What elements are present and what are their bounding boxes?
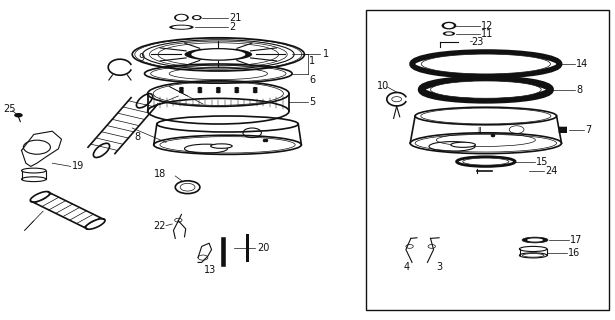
Circle shape [234,91,239,93]
Circle shape [192,15,202,20]
Text: 11: 11 [481,28,493,39]
Ellipse shape [445,32,453,35]
Text: 9: 9 [138,52,145,63]
Circle shape [179,87,184,89]
Text: 10: 10 [377,81,389,92]
Circle shape [179,91,184,93]
Text: 1: 1 [323,49,330,60]
Text: 2: 2 [229,22,235,32]
Text: 21: 21 [229,12,241,23]
Bar [221,237,226,267]
Circle shape [253,91,258,93]
Ellipse shape [430,81,541,98]
Ellipse shape [527,238,543,242]
Circle shape [197,91,202,93]
Text: 23: 23 [472,36,484,47]
Text: 6: 6 [309,75,315,85]
Circle shape [176,15,187,20]
Ellipse shape [451,142,475,147]
Circle shape [174,14,189,21]
Text: 8: 8 [576,84,582,95]
Text: 16: 16 [568,248,581,258]
Text: 8: 8 [134,132,140,142]
Text: 14: 14 [576,59,589,69]
Circle shape [253,87,258,89]
Circle shape [197,87,202,89]
Circle shape [253,89,258,91]
Bar [558,126,567,133]
Ellipse shape [169,25,194,30]
Ellipse shape [191,49,245,60]
Circle shape [216,87,221,89]
Text: 3: 3 [437,261,443,272]
Circle shape [216,91,221,93]
Ellipse shape [421,54,550,74]
Circle shape [14,113,23,117]
Ellipse shape [172,26,191,29]
Text: 12: 12 [481,20,493,31]
Circle shape [179,89,184,91]
Text: 19: 19 [72,161,84,172]
Text: 17: 17 [570,235,582,245]
Circle shape [234,89,239,91]
Circle shape [197,89,202,91]
Text: 22: 22 [154,220,166,231]
Circle shape [234,87,239,89]
Bar [221,237,226,267]
Text: 25: 25 [3,104,15,114]
Circle shape [444,23,454,28]
Text: 13: 13 [204,265,216,276]
Text: 20: 20 [257,243,269,253]
Text: 15: 15 [536,156,549,167]
Bar [558,126,567,133]
Circle shape [216,89,221,91]
Ellipse shape [184,48,252,61]
Circle shape [442,22,456,29]
Text: 4: 4 [403,261,410,272]
Ellipse shape [443,31,455,36]
Text: 5: 5 [309,97,315,108]
Text: II: II [477,127,482,136]
Bar [246,234,249,262]
Ellipse shape [522,237,548,243]
Bar [366,10,609,310]
Circle shape [194,16,200,19]
Ellipse shape [210,144,232,148]
Text: 18: 18 [154,169,166,180]
Text: 7: 7 [585,124,592,135]
Text: 24: 24 [546,166,558,176]
Text: 1: 1 [309,56,315,66]
Ellipse shape [463,158,509,165]
